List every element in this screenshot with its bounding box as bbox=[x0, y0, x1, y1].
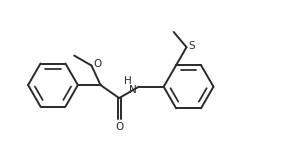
Text: O: O bbox=[94, 59, 102, 69]
Text: S: S bbox=[189, 41, 195, 51]
Text: N: N bbox=[129, 85, 137, 95]
Text: O: O bbox=[115, 122, 123, 132]
Text: H: H bbox=[124, 76, 132, 86]
